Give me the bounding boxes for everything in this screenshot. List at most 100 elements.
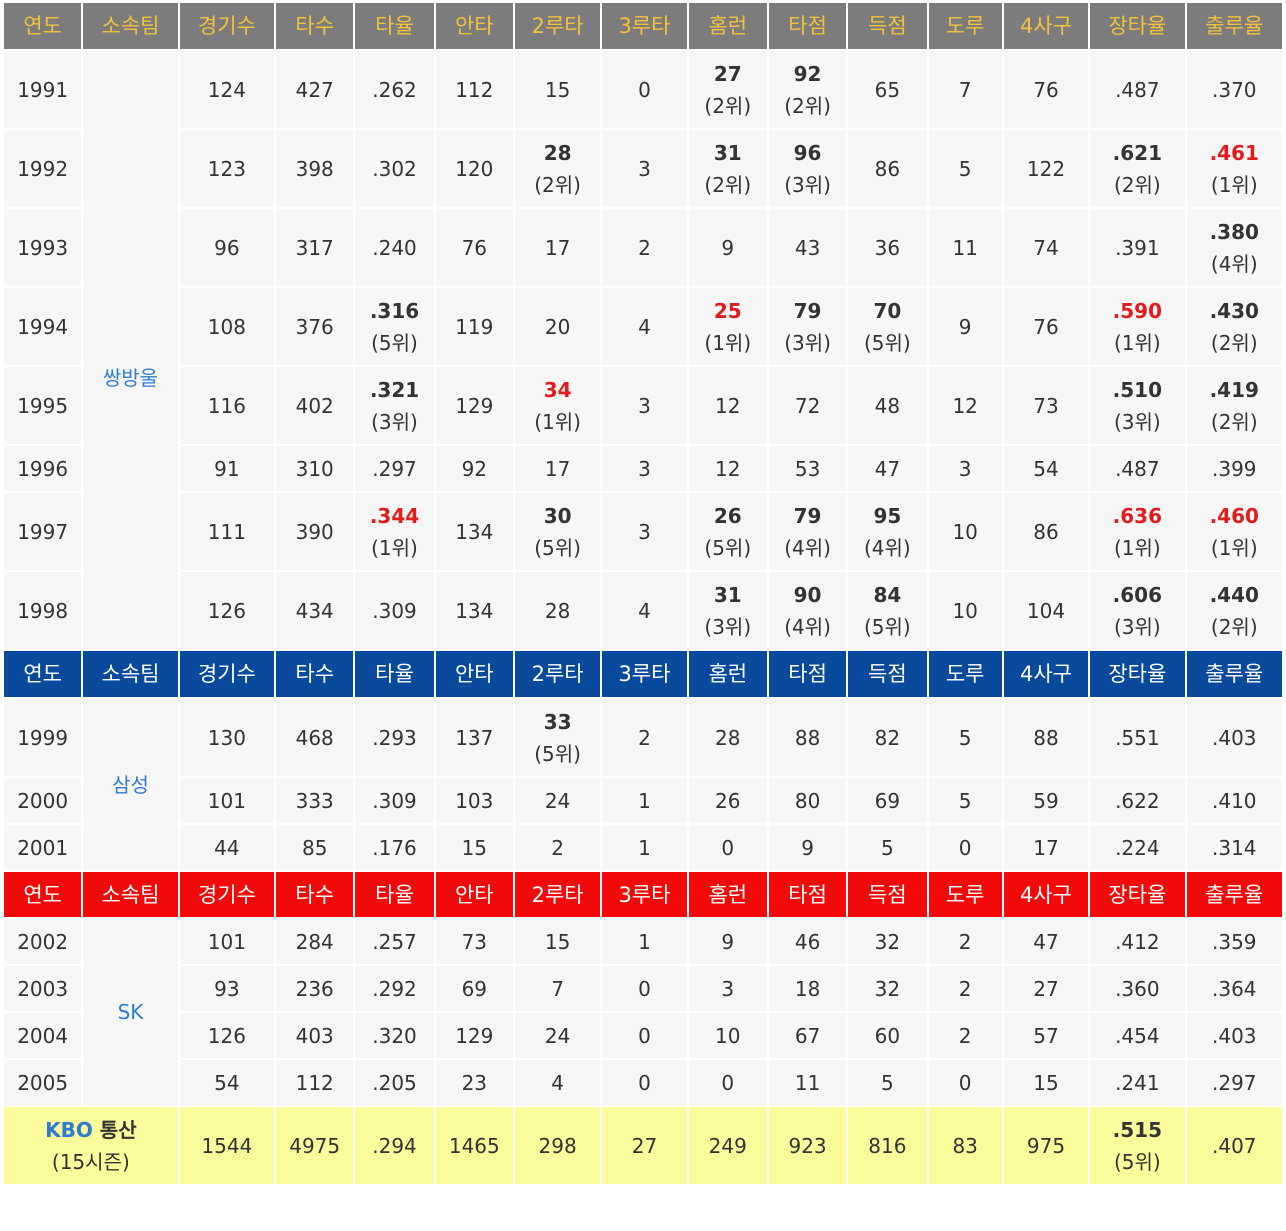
runs-cell: 86 [846, 128, 929, 209]
rank-label: (1위) [534, 409, 581, 434]
games-cell: 130 [177, 697, 277, 778]
rank-label: (1위) [1113, 535, 1161, 560]
steals-cell: 10 [926, 570, 1004, 651]
doubles-cell: 298 [512, 1105, 603, 1186]
homeruns-value: 31 [713, 140, 742, 165]
obp-value: .419 [1209, 377, 1259, 402]
games-cell: 101 [177, 917, 277, 966]
slg-cell: .487 [1088, 49, 1187, 130]
table-row: 1993 96 317 .240 76 17 2 9 43 36 11 74 .… [1, 207, 1285, 288]
rank-label: (5위) [371, 330, 418, 355]
rank-label: (5위) [864, 614, 911, 639]
rank-label: (1위) [1210, 535, 1258, 560]
hits-cell: 76 [433, 207, 515, 288]
steals-cell: 2 [926, 917, 1004, 966]
obp-cell: .419 (2위) [1184, 365, 1285, 446]
walks-cell: 88 [1001, 697, 1091, 778]
walks-cell: 54 [1001, 444, 1091, 493]
table-row: 1997 111 390 .344 (1위) 134 30 (5위) 3 26 (5위… [1, 491, 1285, 572]
year-cell: 2003 [1, 964, 84, 1013]
at-bats-cell: 4975 [274, 1105, 356, 1186]
col-header-year: 연도 [1, 649, 84, 699]
runs-value: 70 [873, 298, 902, 323]
slg-value: .621 [1112, 140, 1162, 165]
at-bats-cell: 390 [274, 491, 356, 572]
homeruns-cell: 9 [686, 917, 769, 966]
year-cell: 1998 [1, 570, 84, 651]
obp-value: .461 [1209, 140, 1259, 165]
table-row: 2004 126 403 .320 129 24 0 10 67 60 2 57… [1, 1011, 1285, 1060]
steals-cell: 5 [926, 776, 1004, 825]
slg-value: .515 [1112, 1117, 1162, 1142]
year-cell: 1992 [1, 128, 84, 209]
kbo-link[interactable]: KBO [45, 1117, 93, 1142]
homeruns-cell: 249 [686, 1105, 769, 1186]
games-cell: 93 [177, 964, 277, 1013]
avg-cell: .344 (1위) [353, 491, 436, 572]
at-bats-cell: 284 [274, 917, 356, 966]
rank-label: (2위) [1210, 409, 1258, 434]
rank-label: (5위) [704, 535, 752, 560]
doubles-cell: 28 (2위) [512, 128, 603, 209]
runs-cell: 816 [846, 1105, 929, 1186]
at-bats-cell: 85 [274, 823, 356, 872]
col-header-runs: 득점 [846, 870, 929, 919]
table-row: 2002 SK 101 284 .257 73 15 1 9 46 32 2 4… [1, 917, 1285, 1107]
homeruns-cell: 26 [686, 776, 769, 825]
rank-label: (1위) [1113, 330, 1161, 355]
homeruns-cell: 0 [686, 823, 769, 872]
table-row: 2005 54 112 .205 23 4 0 0 11 5 0 15 .241… [1, 1058, 1285, 1107]
avg-cell: .321 (3위) [353, 365, 436, 446]
rbi-cell: 67 [766, 1011, 849, 1060]
slg-value: .606 [1112, 582, 1162, 607]
rank-label: (2위) [1113, 172, 1161, 197]
col-header-obp: 출루율 [1184, 1, 1285, 51]
games-cell: 101 [177, 776, 277, 825]
year-cell: 2004 [1, 1011, 84, 1060]
avg-cell: .292 [353, 964, 436, 1013]
rbi-cell: 88 [766, 697, 849, 778]
obp-cell: .407 [1184, 1105, 1285, 1186]
col-header-triples: 3루타 [600, 649, 689, 699]
runs-cell: 48 [846, 365, 929, 446]
hits-cell: 23 [433, 1058, 515, 1107]
rank-label: (3위) [1113, 409, 1161, 434]
slg-cell: .636 (1위) [1088, 491, 1187, 572]
team-cell: SK [81, 917, 180, 1107]
rank-label: (5위) [1113, 1149, 1161, 1174]
obp-cell: .403 [1184, 1011, 1285, 1060]
doubles-value: 28 [543, 140, 572, 165]
steals-cell: 10 [926, 491, 1004, 572]
slg-cell: .454 [1088, 1011, 1187, 1060]
triples-cell: 4 [600, 286, 689, 367]
slg-value: .510 [1112, 377, 1162, 402]
doubles-cell: 15 [512, 917, 603, 966]
steals-cell: 2 [926, 964, 1004, 1013]
runs-cell: 84 (5위) [846, 570, 929, 651]
slg-cell: .622 [1088, 776, 1187, 825]
homeruns-cell: 31 (2위) [686, 128, 769, 209]
col-header-steals: 도루 [926, 649, 1004, 699]
runs-cell: 5 [846, 823, 929, 872]
avg-cell: .262 [353, 49, 436, 130]
obp-value: .460 [1209, 503, 1259, 528]
avg-cell: .309 [353, 570, 436, 651]
rank-label: (2위) [704, 93, 752, 118]
rbi-cell: 80 [766, 776, 849, 825]
walks-cell: 47 [1001, 917, 1091, 966]
year-cell: 1997 [1, 491, 84, 572]
homeruns-cell: 26 (5위) [686, 491, 769, 572]
col-header-at-bats: 타수 [274, 1, 356, 51]
triples-cell: 3 [600, 128, 689, 209]
steals-cell: 7 [926, 49, 1004, 130]
col-header-obp: 출루율 [1184, 870, 1285, 919]
col-header-doubles: 2루타 [512, 649, 603, 699]
year-cell: 2005 [1, 1058, 84, 1107]
hits-cell: 134 [433, 491, 515, 572]
rank-label: (1위) [371, 535, 418, 560]
slg-cell: .412 [1088, 917, 1187, 966]
at-bats-cell: 236 [274, 964, 356, 1013]
col-header-homeruns: 홈런 [686, 1, 769, 51]
slg-value: .590 [1112, 298, 1162, 323]
steals-cell: 0 [926, 823, 1004, 872]
